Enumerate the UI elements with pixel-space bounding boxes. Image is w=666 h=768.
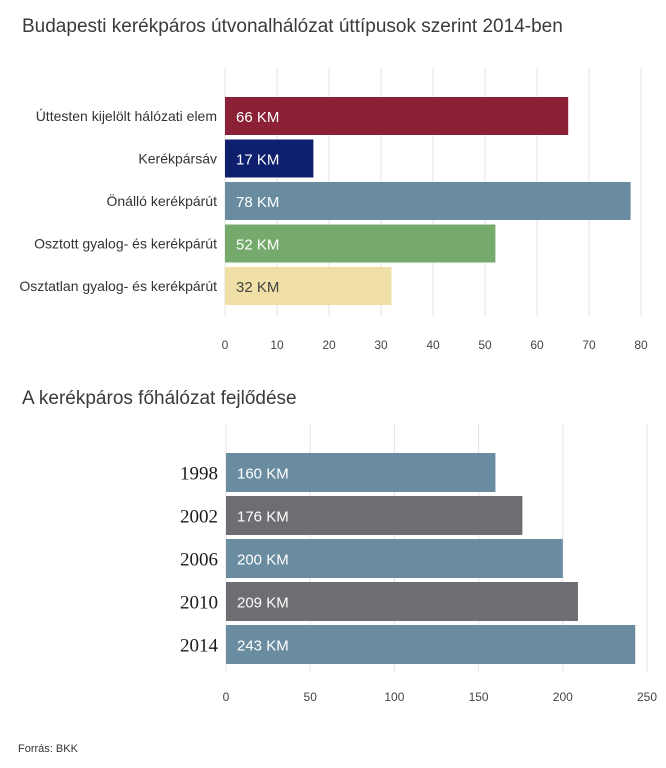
- data-label: 78 KM: [236, 194, 279, 211]
- category-label: Önálló kerékpárút: [106, 192, 217, 209]
- bar-chart-network-types: 66 KM Úttesten kijelölt hálózati elem 17 K…: [19, 68, 648, 352]
- bar: [226, 582, 578, 621]
- chart-title-network-types: Budapesti kerékpáros útvonalhálózat úttí…: [22, 16, 563, 37]
- chart-title-main-network: A kerékpáros főhálózat fejlődése: [22, 388, 297, 409]
- data-label: 17 KM: [236, 152, 279, 169]
- data-label: 32 KM: [236, 279, 279, 296]
- x-tick-label: 10: [270, 338, 284, 352]
- bar: [225, 139, 314, 178]
- category-label: 1998: [180, 464, 218, 485]
- x-tick-label: 20: [322, 338, 336, 352]
- x-tick-label: 50: [304, 690, 318, 704]
- x-tick-label: 60: [530, 338, 544, 352]
- category-label: Úttesten kijelölt hálózati elem: [36, 108, 217, 124]
- data-label: 243 KM: [237, 638, 289, 655]
- category-label: Kerékpársáv: [138, 151, 217, 167]
- data-label: 66 KM: [236, 109, 279, 126]
- bar: [225, 224, 496, 263]
- category-label: 2014: [180, 636, 219, 657]
- x-tick-label: 70: [582, 338, 596, 352]
- bar: [226, 625, 636, 664]
- bar: [225, 182, 631, 220]
- category-label: 2006: [180, 550, 218, 571]
- data-label: 160 KM: [237, 466, 289, 483]
- x-tick-label: 100: [384, 690, 404, 704]
- source-note: Forrás: BKK: [18, 743, 78, 755]
- bar: [225, 97, 569, 135]
- data-label: 209 KM: [237, 595, 289, 612]
- bar-chart-main-network: 160 KM 1998 176 KM 2002 200 KM 2006 209 KM 2010…: [180, 423, 657, 704]
- category-label: 2002: [180, 507, 218, 528]
- bar: [225, 267, 392, 305]
- data-label: 176 KM: [237, 509, 289, 526]
- bar: [226, 539, 563, 578]
- category-label: Osztatlan gyalog- és kerékpárút: [19, 278, 217, 294]
- x-tick-label: 0: [223, 690, 230, 704]
- x-tick-label: 250: [637, 690, 657, 704]
- x-tick-label: 50: [478, 338, 492, 352]
- x-tick-label: 150: [469, 690, 489, 704]
- x-tick-label: 0: [222, 338, 229, 352]
- x-tick-label: 80: [634, 338, 648, 352]
- bar: [226, 496, 523, 535]
- bar: [226, 453, 496, 492]
- data-label: 52 KM: [236, 237, 279, 254]
- data-label: 200 KM: [237, 552, 289, 569]
- x-tick-label: 40: [426, 338, 440, 352]
- category-label: 2010: [180, 593, 218, 614]
- category-label: Osztott gyalog- és kerékpárút: [34, 236, 217, 252]
- x-tick-label: 30: [374, 338, 388, 352]
- x-tick-label: 200: [553, 690, 573, 704]
